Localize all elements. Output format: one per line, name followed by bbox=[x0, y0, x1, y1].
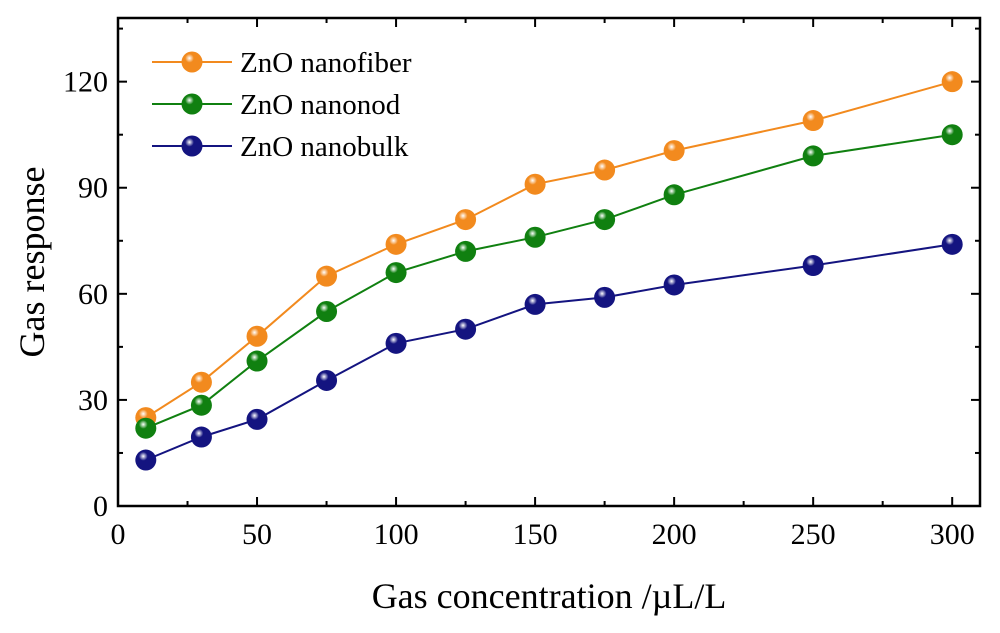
data-point bbox=[246, 408, 268, 430]
x-tick-label: 200 bbox=[652, 518, 697, 551]
data-point bbox=[663, 140, 685, 162]
data-point bbox=[455, 240, 477, 262]
data-point bbox=[594, 209, 616, 231]
y-tick-label: 90 bbox=[78, 172, 108, 205]
x-tick-label: 150 bbox=[513, 518, 558, 551]
legend-label: ZnO nanonod bbox=[240, 89, 401, 121]
data-point bbox=[190, 426, 212, 448]
data-point bbox=[316, 301, 338, 323]
data-point bbox=[135, 449, 157, 471]
data-point bbox=[190, 394, 212, 416]
x-tick-label: 100 bbox=[374, 518, 419, 551]
data-point bbox=[594, 159, 616, 181]
data-point bbox=[135, 417, 157, 439]
data-point bbox=[316, 369, 338, 391]
data-point bbox=[663, 184, 685, 206]
data-point bbox=[941, 71, 963, 93]
legend: ZnO nanofiber ZnO nanonod ZnO nanobulk bbox=[152, 47, 412, 163]
legend-marker bbox=[181, 51, 203, 73]
data-point bbox=[190, 371, 212, 393]
data-point bbox=[802, 145, 824, 167]
x-axis-title: Gas concentration /µL/L bbox=[372, 576, 727, 616]
data-point bbox=[524, 293, 546, 315]
data-point bbox=[524, 226, 546, 248]
data-point bbox=[385, 233, 407, 255]
data-point bbox=[385, 332, 407, 354]
x-tick-label: 300 bbox=[930, 518, 975, 551]
legend-marker bbox=[181, 135, 203, 157]
series-points bbox=[135, 71, 963, 471]
data-point bbox=[455, 318, 477, 340]
y-tick-label: 30 bbox=[78, 384, 108, 417]
legend-marker bbox=[181, 93, 203, 115]
data-point bbox=[524, 173, 546, 195]
data-point bbox=[455, 209, 477, 231]
data-point bbox=[802, 255, 824, 277]
data-point bbox=[941, 233, 963, 255]
data-point bbox=[316, 265, 338, 287]
data-point bbox=[246, 325, 268, 347]
y-tick-label: 60 bbox=[78, 278, 108, 311]
y-tick-label: 120 bbox=[63, 66, 108, 99]
axis-ticks: 0 50 100 150 200 250 300 0 30 60 90 120 bbox=[63, 18, 980, 551]
data-point bbox=[941, 124, 963, 146]
data-point bbox=[663, 274, 685, 296]
x-tick-label: 50 bbox=[242, 518, 272, 551]
legend-label: ZnO nanobulk bbox=[240, 131, 409, 163]
data-point bbox=[385, 262, 407, 284]
legend-label: ZnO nanofiber bbox=[240, 47, 412, 79]
y-axis-title: Gas response bbox=[12, 167, 52, 358]
x-tick-label: 250 bbox=[791, 518, 836, 551]
x-tick-label: 0 bbox=[111, 518, 126, 551]
data-point bbox=[802, 110, 824, 132]
y-tick-label: 0 bbox=[93, 490, 108, 523]
data-point bbox=[594, 286, 616, 308]
data-point bbox=[246, 350, 268, 372]
